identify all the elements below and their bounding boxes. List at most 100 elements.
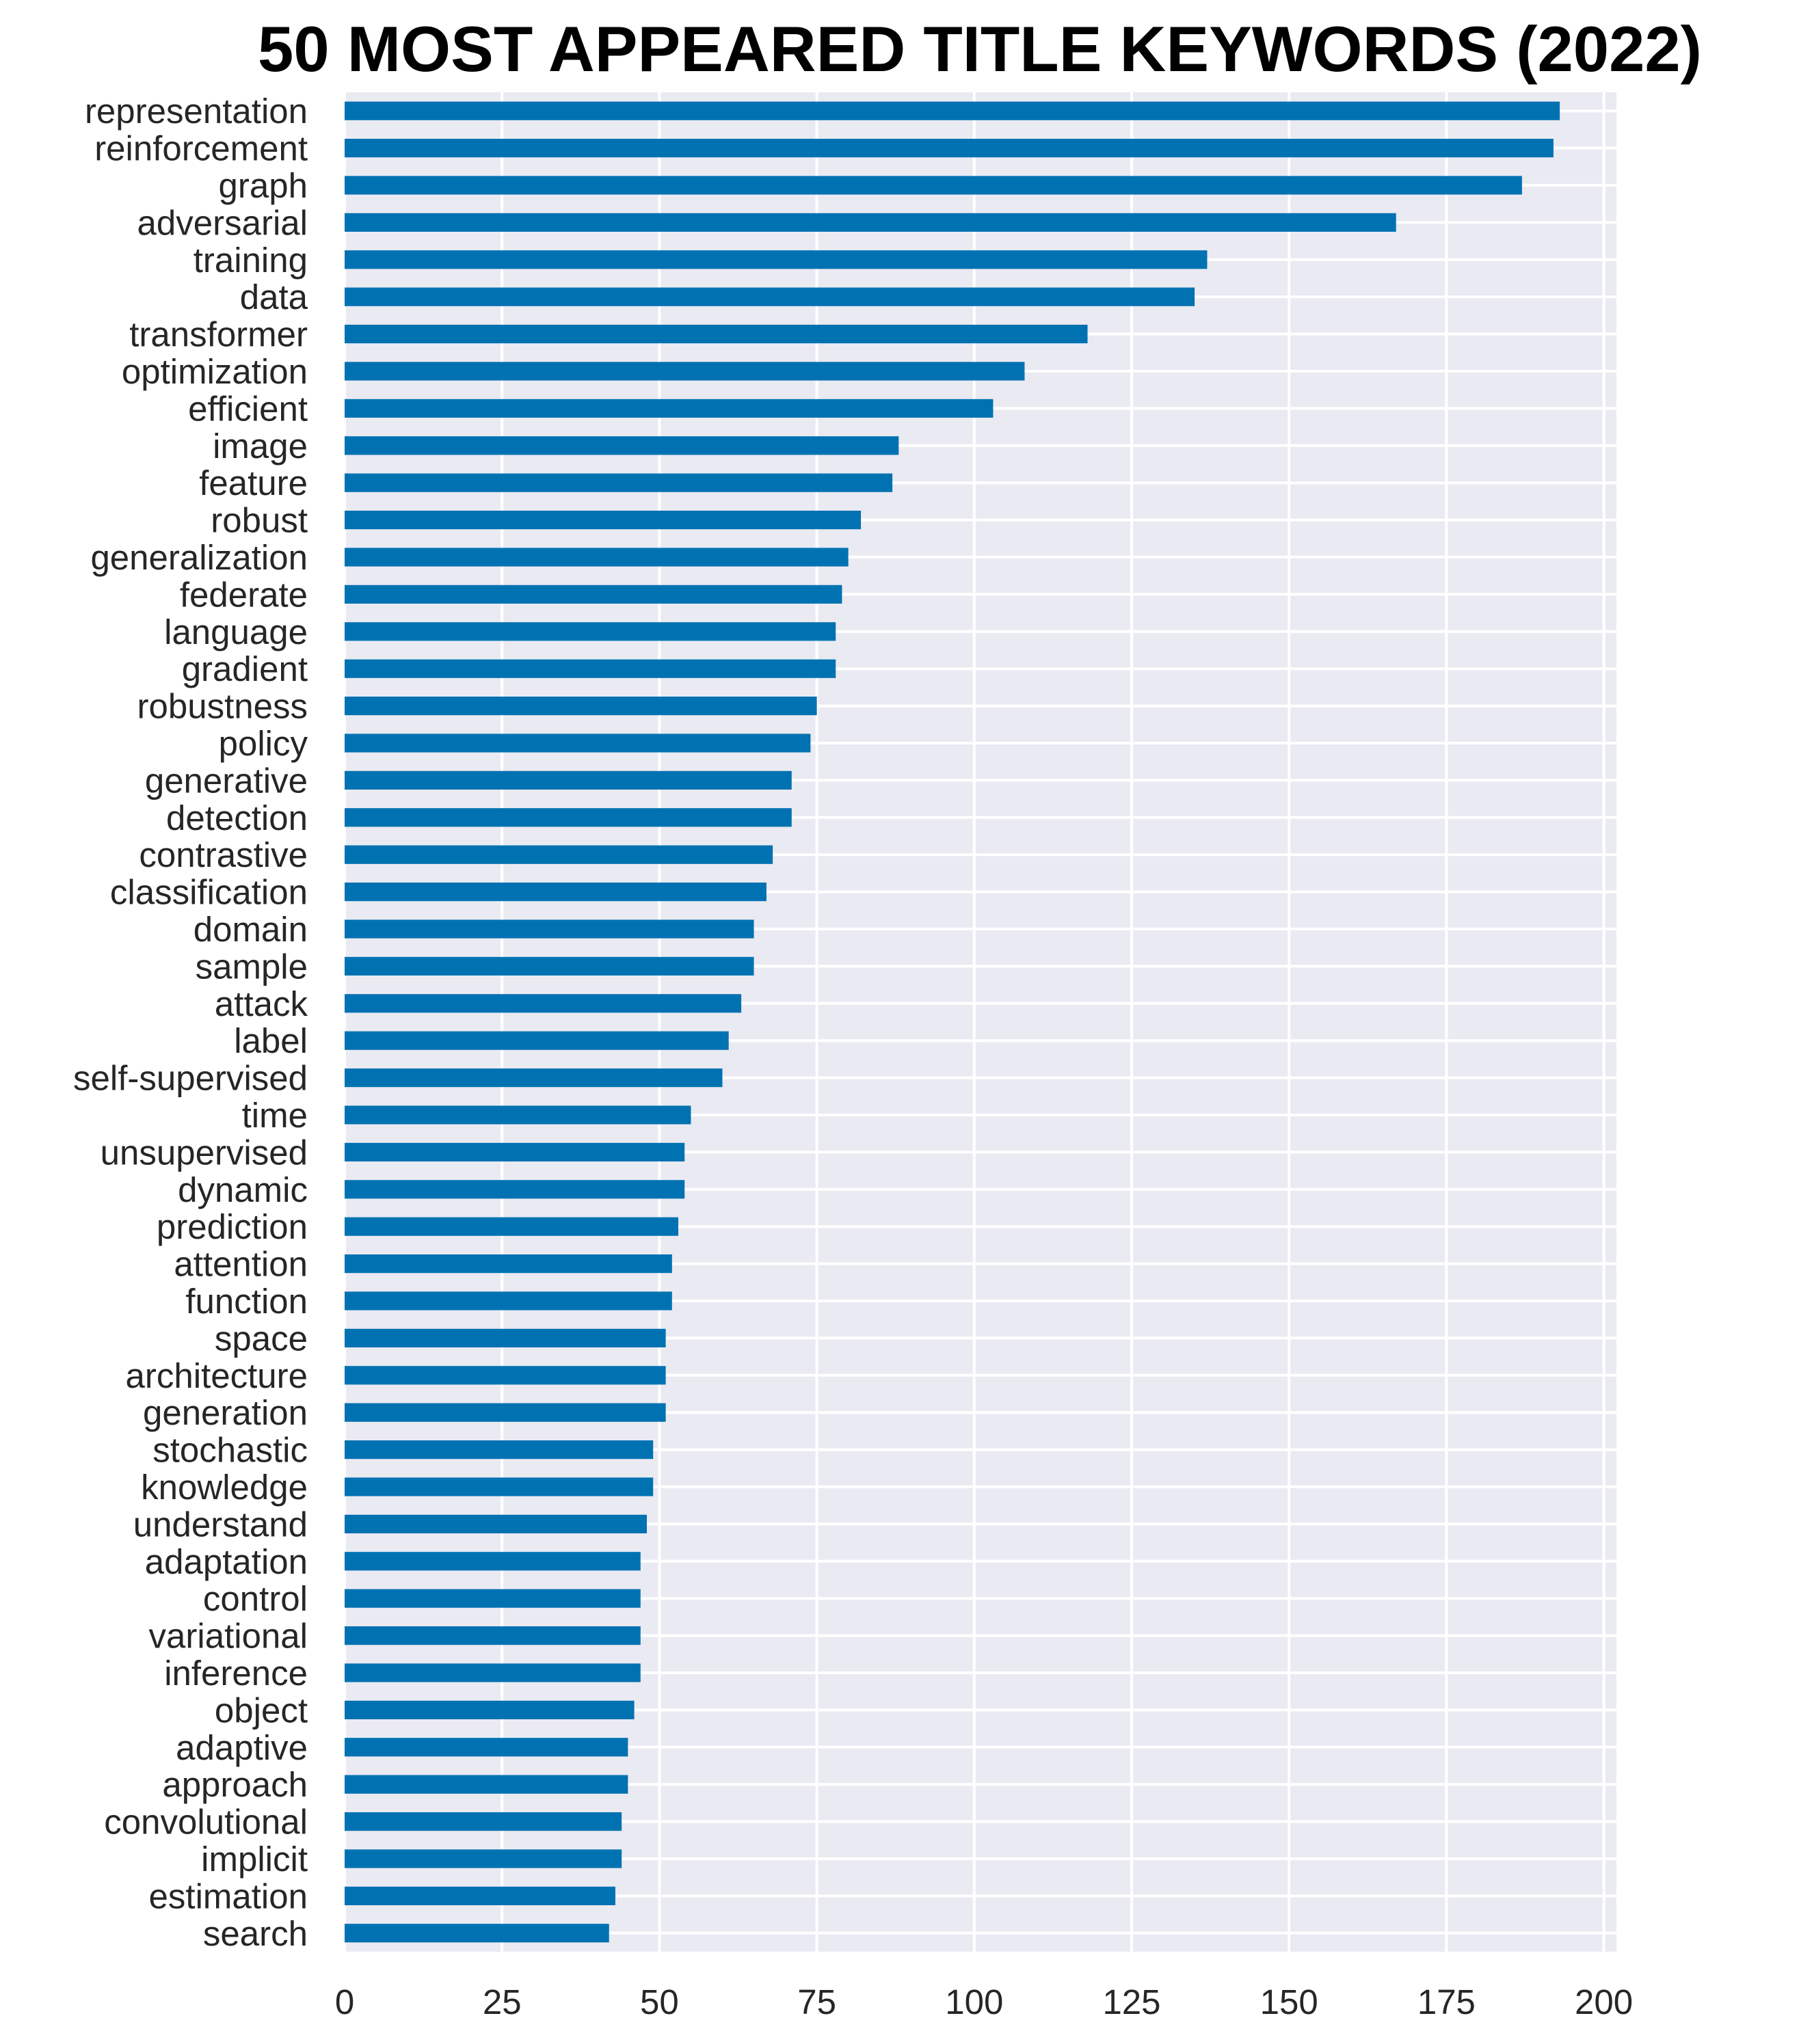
category-label-contrastive: contrastive [139,835,308,874]
category-label-prediction: prediction [157,1207,308,1246]
bar-gradient [345,659,836,678]
category-label-graph: graph [219,166,308,205]
bar-approach [345,1775,628,1794]
x-tick-label-100: 100 [945,1982,1003,2021]
bar-generation [345,1403,666,1422]
category-label-detection: detection [166,798,308,837]
category-label-attack: attack [215,984,308,1023]
category-label-efficient: efficient [188,389,308,428]
category-label-adversarial: adversarial [137,203,308,242]
category-label-stochastic: stochastic [152,1431,308,1470]
bar-generative [345,770,792,790]
category-label-inference: inference [164,1654,308,1693]
bars [345,101,1560,1943]
x-tick-label-50: 50 [640,1982,679,2021]
x-tick-label-200: 200 [1575,1982,1633,2021]
category-label-generative: generative [145,761,308,800]
bar-implicit [345,1849,622,1868]
x-tick-label-75: 75 [797,1982,836,2021]
category-label-function: function [185,1282,308,1321]
bar-adversarial [345,213,1396,232]
bar-unsupervised [345,1142,685,1161]
bar-time [345,1105,691,1125]
category-label-representation: representation [85,92,308,131]
bar-domain [345,919,754,939]
category-label-optimization: optimization [122,352,308,391]
category-label-convolutional: convolutional [104,1803,308,1842]
category-label-gradient: gradient [182,649,308,688]
bar-representation [345,101,1560,120]
category-label-knowledge: knowledge [141,1468,308,1507]
category-label-classification: classification [110,873,308,912]
x-tick-label-25: 25 [483,1982,522,2021]
category-label-transformer: transformer [129,315,308,354]
category-label-approach: approach [162,1765,308,1804]
category-label-object: object [215,1691,308,1730]
category-label-space: space [215,1319,308,1358]
bar-contrastive [345,845,773,864]
category-label-unsupervised: unsupervised [101,1133,308,1172]
category-label-policy: policy [219,724,308,763]
category-label-dynamic: dynamic [178,1170,308,1209]
chart-title: 50 MOST APPEARED TITLE KEYWORDS (2022) [258,13,1702,85]
category-label-search: search [203,1914,308,1953]
category-label-generalization: generalization [90,538,308,577]
category-label-generation: generation [143,1393,308,1432]
bar-label [345,1031,729,1050]
bar-attention [345,1254,672,1274]
category-label-sample: sample [196,947,308,986]
category-label-robust: robust [211,501,308,540]
category-label-reinforcement: reinforcement [94,129,308,168]
category-label-adaptive: adaptive [176,1728,308,1767]
bar-search [345,1924,609,1943]
bar-function [345,1291,672,1310]
bar-classification [345,883,767,902]
bar-adaptive [345,1738,628,1757]
x-tick-label-175: 175 [1417,1982,1476,2021]
bar-control [345,1589,641,1608]
bar-reinforcement [345,139,1554,158]
x-tick-label-0: 0 [335,1982,354,2021]
category-label-training: training [194,241,308,280]
x-tick-label-125: 125 [1102,1982,1160,2021]
bar-object [345,1700,635,1719]
bar-policy [345,734,811,753]
bar-convolutional [345,1812,622,1831]
bar-feature [345,473,893,492]
bar-inference [345,1663,641,1682]
bar-image [345,436,899,455]
bar-transformer [345,325,1088,344]
bar-attack [345,994,742,1013]
bar-robust [345,511,862,530]
bar-architecture [345,1366,666,1385]
category-label-federate: federate [180,575,308,614]
bar-variational [345,1626,641,1645]
category-label-self-supervised: self-supervised [73,1059,308,1098]
bar-generalization [345,548,849,567]
bar-dynamic [345,1180,685,1199]
category-label-estimation: estimation [149,1877,308,1915]
category-label-data: data [240,278,308,317]
category-label-adaptation: adaptation [145,1542,308,1581]
bar-robustness [345,697,817,716]
bar-adaptation [345,1552,641,1571]
bar-knowledge [345,1477,654,1496]
bar-estimation [345,1886,615,1905]
x-tick-label-150: 150 [1260,1982,1318,2021]
category-label-image: image [213,427,308,466]
category-label-time: time [242,1096,308,1135]
category-label-language: language [164,613,308,651]
category-label-architecture: architecture [126,1356,308,1395]
category-label-attention: attention [174,1245,308,1284]
category-label-robustness: robustness [137,687,308,726]
x-axis-ticks: 0 25 50 75 100 125 150 175 200 [335,1982,1633,2021]
bar-detection [345,808,792,827]
bar-space [345,1328,666,1347]
bar-understand [345,1514,647,1533]
category-labels: representationreinforcementgraphadversar… [73,92,308,1953]
bar-sample [345,956,754,976]
category-label-feature: feature [199,463,308,502]
category-label-variational: variational [149,1617,308,1656]
bar-federate [345,584,842,604]
